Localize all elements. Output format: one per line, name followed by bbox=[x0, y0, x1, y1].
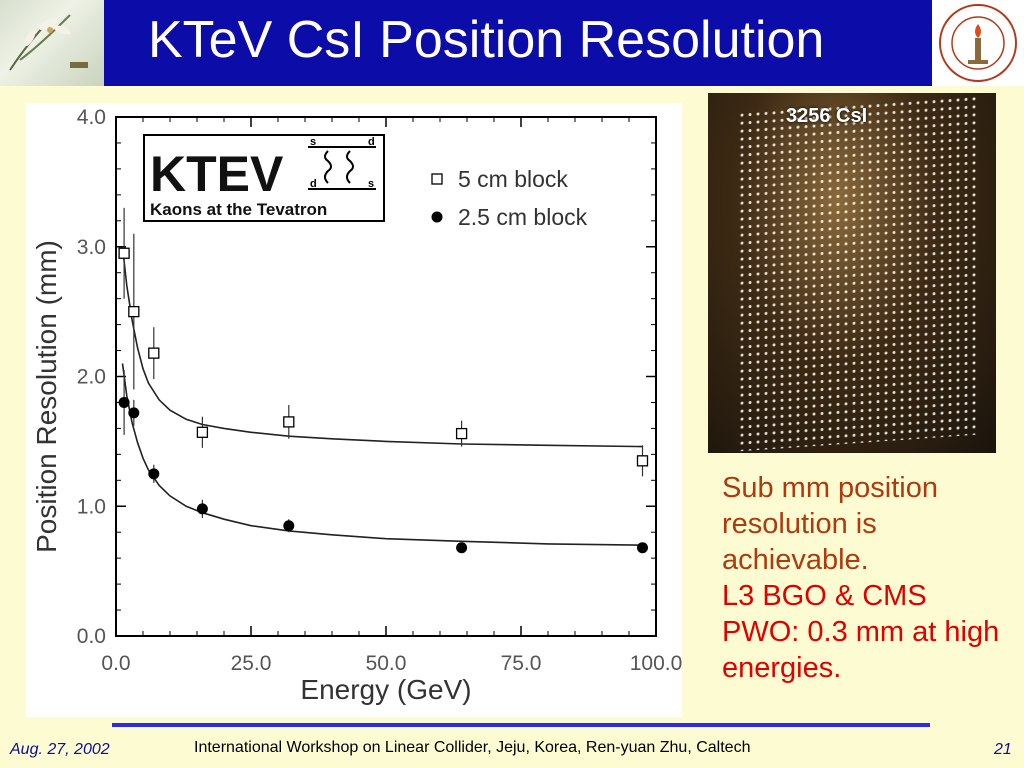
fit-curve-1 bbox=[121, 246, 643, 448]
data-point-5cm bbox=[283, 416, 295, 428]
y-tick-label: 0.0 bbox=[77, 625, 106, 648]
fit-curve-2 bbox=[121, 363, 643, 546]
data-point-5cm bbox=[636, 455, 649, 467]
page-number: 21 bbox=[994, 741, 1012, 758]
quark-label: s bbox=[310, 136, 316, 148]
w-boson-wiggle-1 bbox=[324, 150, 332, 184]
data-point-2-5cm bbox=[148, 468, 160, 480]
legend-marker-5cm bbox=[431, 173, 443, 185]
data-point-5cm bbox=[455, 427, 468, 440]
crystal-array bbox=[738, 94, 978, 452]
data-point-5cm bbox=[128, 305, 140, 318]
note-line-2: L3 BGO & CMS PWO: 0.3 mm at high energie… bbox=[722, 580, 1000, 684]
data-point-5cm bbox=[196, 426, 209, 438]
x-tick-label: 0.0 bbox=[101, 652, 130, 675]
quark-label: d bbox=[368, 136, 375, 148]
footer-date: Aug. 27, 2002 bbox=[10, 741, 110, 758]
note-line-1: Sub mm position resolution is achievable… bbox=[722, 472, 938, 576]
x-tick-label: 50.0 bbox=[366, 652, 407, 675]
y-axis-label: Position Resolution (mm) bbox=[31, 240, 62, 553]
x-tick-label: 75.0 bbox=[501, 652, 542, 675]
data-point-2-5cm bbox=[456, 542, 468, 554]
legend-label-2: 2.5 cm block bbox=[458, 204, 588, 230]
data-point-5cm bbox=[148, 347, 160, 359]
data-point-2-5cm bbox=[118, 396, 130, 408]
orchid-icon bbox=[9, 14, 88, 71]
x-axis-label: Energy (GeV) bbox=[300, 674, 471, 705]
data-point-5cm bbox=[118, 247, 130, 259]
title-band bbox=[104, 0, 932, 86]
chart-panel: 0.0 25.0 50.0 75.0 100.0 0.0 1.0 2.0 3.0 4.0 Ener… bbox=[26, 103, 682, 717]
ktev-logo-frame bbox=[143, 134, 385, 222]
x-tick-label: 100.0 bbox=[630, 652, 682, 675]
slide-title: KTeV CsI Position Resolution bbox=[148, 11, 825, 69]
footer-conference: International Workshop on Linear Collide… bbox=[194, 739, 751, 756]
caltech-seal bbox=[932, 0, 1024, 86]
csi-calorimeter-photo: 3256 CsI bbox=[708, 93, 996, 453]
quark-label: d bbox=[310, 178, 317, 190]
x-tick-label: 25.0 bbox=[231, 652, 272, 675]
y-tick-label: 1.0 bbox=[77, 495, 106, 518]
y-tick-label: 3.0 bbox=[77, 236, 106, 259]
caltech-seal-icon bbox=[939, 4, 1017, 82]
data-point-2-5cm bbox=[196, 503, 208, 515]
legend-label-1: 5 cm block bbox=[458, 166, 568, 192]
footer-divider bbox=[112, 723, 930, 727]
ktev-logo-subtitle: Kaons at the Tevatron bbox=[150, 200, 327, 219]
jeju-workshop-logo bbox=[0, 0, 106, 86]
ktev-logo-word: KTEV bbox=[150, 146, 284, 202]
position-resolution-chart: 0.0 25.0 50.0 75.0 100.0 0.0 1.0 2.0 3.0 4.0 Ener… bbox=[31, 106, 682, 705]
summary-note: Sub mm position resolution is achievable… bbox=[722, 470, 1012, 686]
photo-label: 3256 CsI bbox=[786, 105, 868, 127]
quark-label: s bbox=[368, 178, 374, 190]
slide-header: KTeV CsI Position Resolution bbox=[0, 0, 1024, 86]
y-tick-label: 2.0 bbox=[77, 366, 106, 389]
y-tick-label: 4.0 bbox=[77, 106, 106, 129]
data-point-2-5cm bbox=[128, 407, 140, 419]
w-boson-wiggle-2 bbox=[346, 150, 354, 184]
data-point-2-5cm bbox=[283, 520, 295, 532]
data-point-2-5cm bbox=[637, 542, 648, 554]
legend-marker-2-5cm bbox=[431, 211, 443, 223]
